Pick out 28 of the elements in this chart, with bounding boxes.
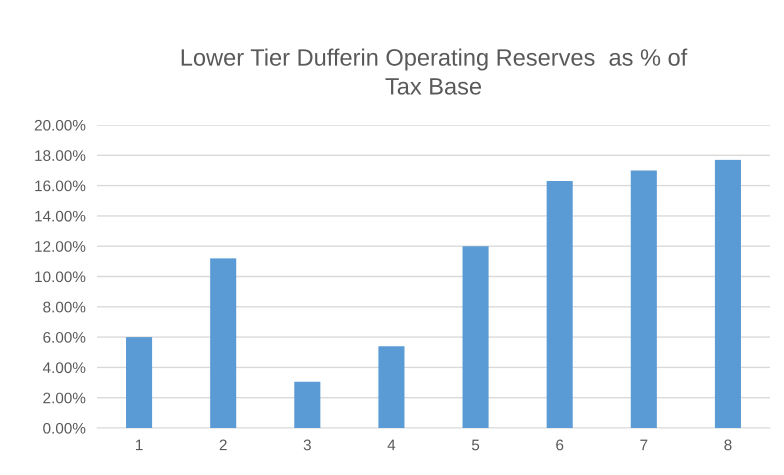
bar (546, 181, 573, 428)
bar (294, 382, 320, 428)
y-tick-label: 12.00% (35, 241, 86, 252)
bar (462, 246, 489, 428)
x-tick-label: 5 (472, 440, 480, 450)
y-tick-label: 2.00% (43, 392, 86, 404)
x-tick-label: 6 (556, 440, 564, 450)
y-tick-label: 10.00% (35, 271, 86, 282)
bar (126, 337, 152, 428)
y-tick-label: 14.00% (35, 210, 86, 222)
x-tick-label: 7 (640, 440, 648, 450)
y-tick-label: 0.00% (43, 422, 86, 434)
x-tick-label: 1 (136, 440, 143, 450)
bar (210, 258, 236, 428)
bar (630, 170, 657, 428)
bar (378, 346, 404, 428)
x-tick-label: 2 (220, 440, 227, 450)
x-tick-label: 8 (724, 440, 732, 450)
bar (714, 160, 741, 428)
chart-title: Lower Tier Dufferin Operating Reserves as % of Tax Base (182, 48, 688, 95)
y-tick-label: 16.00% (35, 180, 86, 192)
x-tick-label: 4 (388, 440, 396, 450)
y-tick-label: 4.00% (42, 362, 86, 374)
y-tick-label: 8.00% (43, 302, 86, 312)
y-tick-label: 20.00% (34, 120, 86, 131)
y-tick-label: 6.00% (43, 332, 86, 343)
x-tick-label: 3 (304, 440, 311, 450)
y-tick-label: 18.00% (35, 150, 86, 161)
